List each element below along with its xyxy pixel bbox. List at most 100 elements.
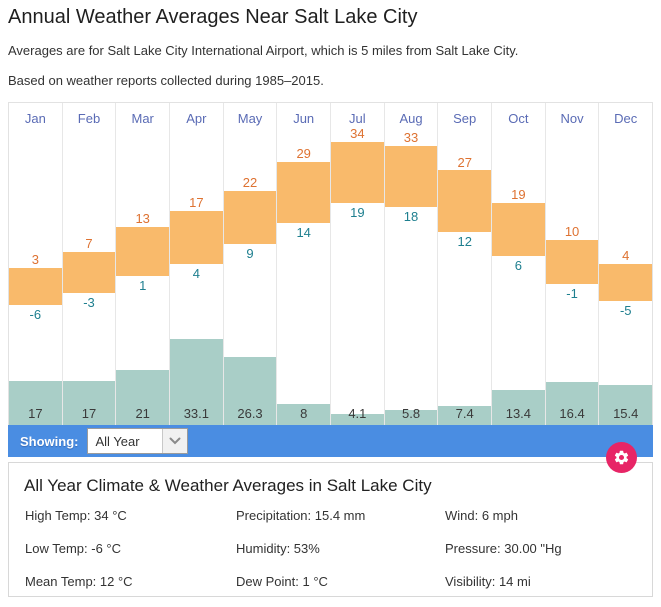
weather-chart: Jan 3 -6 17 Feb 7 -3 17 Mar 13 1 21 Apr 17 4 33.1 May 22 9… [8,102,653,425]
high-temp-value: 13 [135,211,150,227]
high-temp-value: 17 [189,195,204,211]
temperature-range-bar [9,268,62,305]
precipitation-value: 5.8 [402,406,421,421]
month-label: Sep [453,111,477,126]
low-temp-value: 4 [192,266,200,282]
low-temp-value: -3 [83,294,95,310]
stat-dew-point: Dew Point: 1 °C [236,574,328,589]
month-column-jul: Jul 34 19 4.1 [331,103,385,425]
stat-pressure: Pressure: 30.00 "Hg [445,541,562,556]
gear-icon [613,449,630,466]
high-temp-value: 27 [457,154,472,170]
low-temp-value: 19 [350,205,365,221]
high-temp-value: 34 [350,126,365,141]
low-temp-value: -1 [566,286,578,302]
month-column-feb: Feb 7 -3 17 [62,103,117,425]
low-temp-value: 18 [403,209,419,225]
precipitation-bar [384,409,438,425]
stat-wind: Wind: 6 mph [445,508,518,523]
showing-toolbar: Showing: All Year [8,425,653,457]
temperature-range-bar [599,264,653,301]
precipitation-bar [438,405,492,425]
precipitation-value: 17 [81,406,97,421]
month-label: Oct [508,111,529,126]
precipitation-bar [492,390,545,425]
precipitation-bar [599,384,653,425]
intro-airport-note: Averages are for Salt Lake City Internat… [8,43,519,58]
precipitation-value: 13.4 [505,406,532,421]
precipitation-bar [9,380,62,425]
stat-visibility: Visibility: 14 mi [445,574,531,589]
high-temp-value: 29 [296,146,311,162]
precipitation-value: 7.4 [455,406,474,421]
summary-column: High Temp: 34 °C Low Temp: -6 °C Mean Temp… [25,508,133,607]
month-label: Jun [293,111,315,126]
settings-gear-button[interactable] [606,442,637,473]
month-column-aug: Aug 33 18 5.8 [384,103,439,425]
temperature-range-bar [331,142,384,204]
stat-high-temp: High Temp: 34 °C [25,508,127,523]
precipitation-value: 17 [28,406,43,421]
low-temp-value: -6 [29,306,42,322]
low-temp-value: 12 [457,233,472,249]
month-column-oct: Oct 19 6 13.4 [492,103,546,425]
precipitation-value: 15.4 [613,406,639,421]
low-temp-value: 1 [139,278,147,294]
high-temp-value: 33 [403,130,419,146]
month-column-mar: Mar 13 1 21 [116,103,171,425]
summary-column: Wind: 6 mph Pressure: 30.00 "Hg Visibility… [445,508,562,607]
showing-select-value: All Year [95,433,140,449]
precipitation-value: 33.1 [183,406,209,421]
low-temp-value: 14 [296,225,311,241]
month-column-apr: Apr 17 4 33.1 [170,103,224,425]
month-label: Nov [560,111,584,126]
temperature-range-bar [438,170,492,232]
precipitation-bar [223,356,277,425]
precipitation-value: 26.3 [237,406,263,421]
high-temp-value: 10 [564,223,580,239]
month-column-sep: Sep 27 12 7.4 [438,103,493,425]
month-label: Dec [614,111,638,126]
temperature-range-bar [384,146,438,208]
climate-summary-panel: All Year Climate & Weather Averages in S… [8,462,653,597]
temperature-range-bar [170,211,223,265]
precipitation-value: 16.4 [559,406,585,421]
precipitation-value: 4.1 [348,406,367,421]
stat-mean-temp: Mean Temp: 12 °C [25,574,133,589]
high-temp-value: 3 [31,252,39,268]
showing-select[interactable]: All Year [86,428,188,454]
stat-low-temp: Low Temp: -6 °C [25,541,121,556]
month-column-may: May 22 9 26.3 [223,103,278,425]
intro-period-note: Based on weather reports collected durin… [8,73,324,88]
temperature-range-bar [545,239,599,285]
temperature-range-bar [223,190,277,244]
precipitation-value: 8 [300,406,308,421]
high-temp-value: 22 [242,174,258,190]
precipitation-value: 21 [135,406,150,421]
month-column-jun: Jun 29 14 8 [277,103,332,425]
high-temp-value: 4 [622,248,630,264]
temperature-range-bar [492,203,545,256]
precipitation-bar [62,380,116,425]
temperature-range-bar [116,227,170,277]
temperature-range-bar [62,251,116,293]
stat-precipitation: Precipitation: 15.4 mm [236,508,366,523]
month-label: Jul [349,111,366,126]
month-label: Mar [131,111,154,126]
month-label: May [237,111,263,126]
page-title: Annual Weather Averages Near Salt Lake C… [8,6,418,28]
stat-humidity: Humidity: 53% [236,541,320,556]
month-column-jan: Jan 3 -6 17 [9,103,63,425]
precipitation-bar [331,414,384,425]
month-column-nov: Nov 10 -1 16.4 [545,103,600,425]
month-label: Feb [77,111,101,126]
chevron-down-icon[interactable] [161,429,187,453]
low-temp-value: -5 [619,302,632,318]
month-label: Aug [399,111,423,126]
summary-title: All Year Climate & Weather Averages in S… [24,476,432,495]
precipitation-bar [277,404,331,425]
month-label: Jan [24,111,46,126]
month-column-dec: Dec 4 -5 15.4 [599,103,653,425]
month-label: Apr [186,111,207,126]
low-temp-value: 6 [514,257,522,273]
